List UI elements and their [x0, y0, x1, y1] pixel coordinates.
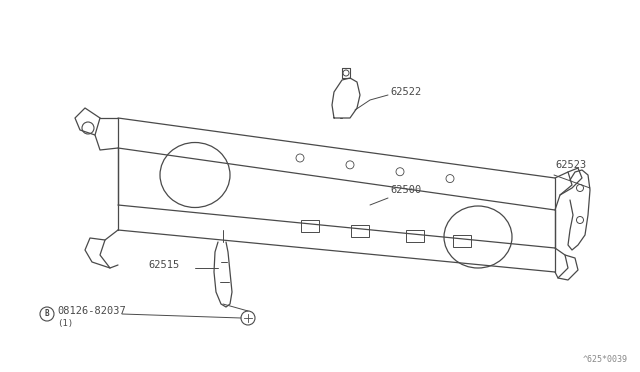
Text: (1): (1): [57, 319, 73, 328]
Text: 62515: 62515: [148, 260, 179, 270]
Text: 62523: 62523: [555, 160, 586, 170]
Text: 62500: 62500: [390, 185, 421, 195]
Text: ^625*0039: ^625*0039: [583, 355, 628, 364]
Text: B: B: [45, 310, 49, 318]
Text: 08126-82037: 08126-82037: [57, 306, 125, 316]
Text: 62522: 62522: [390, 87, 421, 97]
